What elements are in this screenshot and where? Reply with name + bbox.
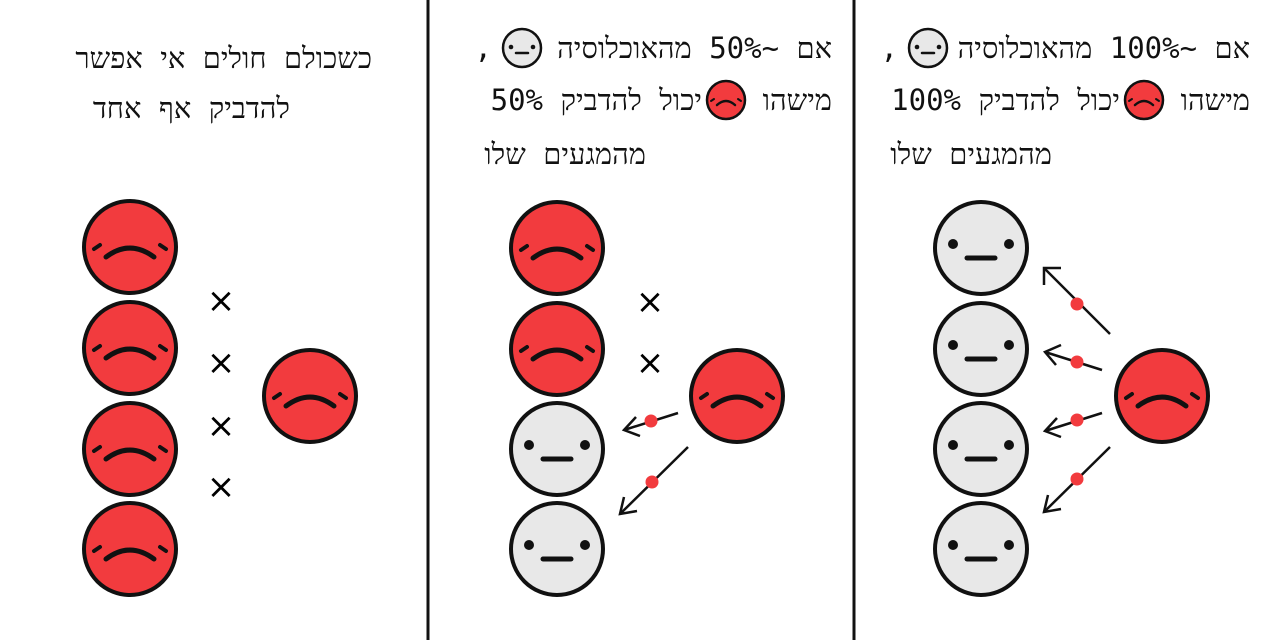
panel-herd-none: אם ~100% מהאוכלוסיה , מישהו יכול להדביק … bbox=[881, 27, 1250, 595]
sick-person-icon bbox=[511, 202, 603, 294]
healthy-person-icon bbox=[935, 303, 1027, 395]
sick-person-icon bbox=[511, 303, 603, 395]
x-mark-icon: × bbox=[636, 343, 665, 383]
sad-face-icon bbox=[1123, 79, 1165, 121]
caption-line: מהמגעים שלו bbox=[890, 137, 1052, 171]
transmission-arrow-icon bbox=[1042, 446, 1111, 514]
neutral-face-icon bbox=[501, 27, 543, 69]
x-mark-icon: × bbox=[207, 343, 236, 383]
caption-line: מישהו bbox=[763, 83, 832, 117]
caption-line: מהמגעים שלו bbox=[484, 137, 646, 171]
sick-person-icon bbox=[84, 302, 176, 394]
caption-comma: , bbox=[475, 31, 492, 65]
transmission-arrow-icon bbox=[1042, 266, 1111, 335]
caption-line: מישהו bbox=[1181, 83, 1250, 117]
caption-line: כשכולם חולים אי אפשר bbox=[75, 41, 372, 75]
caption-line: אם ~50% מהאוכלוסיה bbox=[557, 31, 832, 65]
neutral-face-icon bbox=[907, 27, 949, 69]
healthy-person-icon bbox=[935, 503, 1027, 595]
caption-line: אם ~100% מהאוכלוסיה bbox=[958, 31, 1250, 65]
panel-herd-full: כשכולם חולים אי אפשר להדביק אף אחד × × ×… bbox=[75, 41, 372, 595]
healthy-person-icon bbox=[511, 403, 603, 495]
healthy-person-icon bbox=[935, 403, 1027, 495]
healthy-person-icon bbox=[511, 503, 603, 595]
infected-source-icon bbox=[264, 350, 356, 442]
panel-herd-half: אם ~50% מהאוכלוסיה , מישהו יכול להדביק 5… bbox=[475, 27, 832, 595]
sad-face-icon bbox=[705, 79, 747, 121]
healthy-person-icon bbox=[935, 202, 1027, 294]
transmission-arrow-icon bbox=[1042, 343, 1103, 372]
x-mark-icon: × bbox=[207, 281, 236, 321]
transmission-arrow-icon bbox=[1042, 411, 1103, 439]
transmission-arrow-icon bbox=[621, 411, 679, 438]
infected-source-icon bbox=[1116, 350, 1208, 442]
caption-line: יכול להדביק 100% bbox=[891, 83, 1120, 117]
sick-person-icon bbox=[84, 403, 176, 495]
sick-person-icon bbox=[84, 201, 176, 293]
transmission-arrow-icon bbox=[618, 446, 689, 516]
caption-comma: , bbox=[881, 31, 898, 65]
x-mark-icon: × bbox=[636, 282, 665, 322]
sick-person-icon bbox=[84, 503, 176, 595]
x-mark-icon: × bbox=[207, 467, 236, 507]
caption-line: יכול להדביק 50% bbox=[491, 83, 702, 117]
caption-line: להדביק אף אחד bbox=[93, 91, 290, 125]
x-mark-icon: × bbox=[207, 406, 236, 446]
infected-source-icon bbox=[691, 350, 783, 442]
